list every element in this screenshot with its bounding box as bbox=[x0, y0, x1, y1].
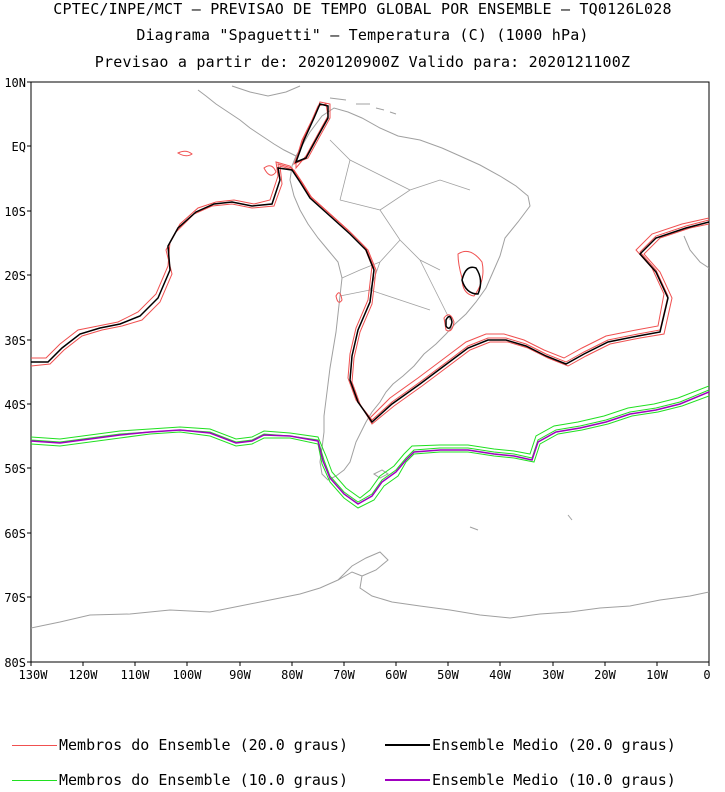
lat-label-30s: 30S bbox=[4, 334, 26, 348]
legend-swatch-purple bbox=[385, 779, 430, 781]
iso20-mean-small-loop-2 bbox=[445, 315, 453, 329]
lat-label-20s: 20S bbox=[4, 269, 26, 283]
x-axis bbox=[30, 662, 710, 666]
lat-label-80s: 80S bbox=[4, 656, 26, 670]
legend-item-iso20-members: Membros do Ensemble (20.0 graus) bbox=[12, 736, 348, 754]
map-frame bbox=[30, 81, 710, 663]
iso20-small-loop-2 bbox=[335, 292, 343, 303]
legend-item-iso20-mean: Ensemble Medio (20.0 graus) bbox=[385, 736, 676, 754]
iso20-mean-andes-loop bbox=[294, 103, 329, 164]
iso10-member-3 bbox=[31, 385, 709, 499]
legend-label: Ensemble Medio (10.0 graus) bbox=[432, 771, 676, 789]
coastlines bbox=[31, 85, 709, 629]
legend-label: Ensemble Medio (20.0 graus) bbox=[432, 736, 676, 754]
iso20-small-loop-1 bbox=[176, 150, 193, 157]
gulf-coast bbox=[231, 85, 301, 97]
country-borders bbox=[329, 139, 471, 321]
title-line-2: Diagrama "Spaguetti" – Temperatura (C) (… bbox=[136, 26, 589, 44]
spaghetti-map: 10N EQ 10S 20S 30S 40S 50S 60S 70S 80S 1… bbox=[4, 76, 711, 682]
lon-label-130w: 130W bbox=[19, 668, 49, 682]
iso10-mean-line bbox=[31, 391, 709, 505]
isotherm-10-mean bbox=[31, 391, 709, 505]
iso20-member-3 bbox=[31, 161, 709, 419]
lon-label-40w: 40W bbox=[489, 668, 511, 682]
title-line-1: CPTEC/INPE/MCT – PREVISAO DE TEMPO GLOBA… bbox=[53, 0, 672, 18]
lon-label-50w: 50W bbox=[437, 668, 459, 682]
south-georgia bbox=[469, 514, 573, 531]
lat-label-10n: 10N bbox=[4, 76, 26, 90]
legend-label: Membros do Ensemble (20.0 graus) bbox=[59, 736, 348, 754]
iso20-member-2 bbox=[31, 165, 709, 425]
legend-item-iso10-members: Membros do Ensemble (10.0 graus) bbox=[12, 771, 348, 789]
title-line-3: Previsao a partir de: 2020120900Z Valido… bbox=[94, 53, 631, 71]
lon-label-120w: 120W bbox=[69, 668, 99, 682]
falklands bbox=[373, 469, 389, 479]
y-axis-labels: 10N EQ 10S 20S 30S 40S 50S 60S 70S 80S bbox=[4, 76, 26, 670]
lon-label-110w: 110W bbox=[121, 668, 151, 682]
legend-swatch-black bbox=[385, 744, 430, 746]
antarctica-coast bbox=[31, 571, 709, 629]
lon-label-70w: 70W bbox=[333, 668, 355, 682]
antarctic-peninsula bbox=[337, 551, 389, 581]
legend-label: Membros do Ensemble (10.0 graus) bbox=[59, 771, 348, 789]
lat-label-eq: EQ bbox=[12, 140, 26, 154]
lon-label-90w: 90W bbox=[229, 668, 251, 682]
lon-label-30w: 30W bbox=[542, 668, 564, 682]
y-axis bbox=[27, 81, 31, 663]
x-axis-labels: 130W 120W 110W 100W 90W 80W 70W 60W 50W … bbox=[19, 668, 711, 682]
iso20-small-loop-4 bbox=[443, 314, 455, 332]
iso10-member-2 bbox=[31, 395, 709, 509]
lon-label-20w: 20W bbox=[594, 668, 616, 682]
lon-label-10w: 10W bbox=[646, 668, 668, 682]
lat-label-10s: 10S bbox=[4, 205, 26, 219]
lat-label-60s: 60S bbox=[4, 527, 26, 541]
lon-label-100w: 100W bbox=[173, 668, 203, 682]
iso20-small-loop-5 bbox=[263, 165, 277, 176]
lon-label-80w: 80W bbox=[281, 668, 303, 682]
legend-swatch-red bbox=[12, 744, 57, 746]
iso20-mean-line bbox=[31, 167, 709, 424]
isotherm-20-mean bbox=[31, 103, 709, 424]
africa-coast bbox=[683, 235, 709, 269]
legend-item-iso10-mean: Ensemble Medio (10.0 graus) bbox=[385, 771, 676, 789]
lon-label-60w: 60W bbox=[385, 668, 407, 682]
lat-label-70s: 70S bbox=[4, 591, 26, 605]
lat-label-50s: 50S bbox=[4, 462, 26, 476]
lat-label-40s: 40S bbox=[4, 398, 26, 412]
lon-label-0: 0 bbox=[703, 668, 710, 682]
central-america-coast bbox=[197, 89, 297, 157]
iso20-small-loop-3 bbox=[457, 250, 484, 297]
iso20-mean-small-loop-1 bbox=[461, 266, 482, 295]
legend-swatch-green bbox=[12, 779, 57, 781]
caribbean-islands bbox=[329, 97, 397, 115]
